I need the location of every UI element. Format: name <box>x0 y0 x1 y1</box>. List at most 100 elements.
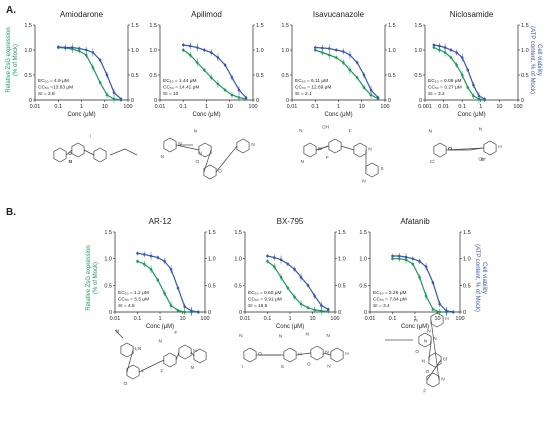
x-tick-label: 100 <box>380 104 389 110</box>
data-point <box>466 68 470 72</box>
atom-label: O <box>307 362 311 368</box>
ring-bond <box>430 312 444 328</box>
data-point <box>149 268 153 271</box>
y-tick-label-right: 1.0 <box>463 257 471 263</box>
data-point <box>209 76 213 79</box>
atom-label: N <box>190 365 194 371</box>
data-point <box>443 46 447 49</box>
y-tick-label-left: 0 <box>364 310 367 316</box>
y-tick-label-left: 0 <box>239 310 242 316</box>
atom-label: N <box>428 129 432 135</box>
ring-bond <box>428 352 442 368</box>
bond-line <box>175 351 180 361</box>
x-axis-label: Conc (μM) <box>324 112 352 118</box>
data-point <box>449 48 453 52</box>
x-tick-label: 0.01 <box>110 316 121 322</box>
data-point <box>438 44 441 48</box>
x-tick-label: 0.01 <box>365 316 376 322</box>
data-point <box>293 268 296 271</box>
y-tick-label-left: 0.5 <box>414 73 422 79</box>
data-point <box>56 45 60 49</box>
data-point <box>362 86 366 89</box>
ring-bond <box>120 342 134 358</box>
atom-label: N <box>198 151 202 157</box>
data-point <box>188 44 192 48</box>
data-point <box>438 302 441 306</box>
stat-label: SI = 3.4 <box>373 303 390 309</box>
data-point <box>306 306 310 310</box>
data-point <box>411 262 415 266</box>
molecule-structure: H₂N O N H N N F F F <box>114 328 207 387</box>
atom-label: N <box>421 359 425 365</box>
atom-label: N <box>433 336 437 342</box>
atom-label: N <box>158 339 162 345</box>
y-tick-label-right: 0.5 <box>131 73 139 79</box>
y-tick-label-left: 1.0 <box>281 48 289 54</box>
atom-label: O <box>426 369 430 375</box>
x-tick-label: 1 <box>80 104 83 110</box>
data-point <box>136 260 139 263</box>
stat-label: EC₅₀ = 2.26 μM <box>373 290 406 296</box>
x-tick-label: 1 <box>413 316 416 322</box>
stat-label: CC₅₀ = 12.69 μM <box>295 85 331 91</box>
ring-bond <box>483 140 497 156</box>
y-tick-label-right: 1.5 <box>131 23 139 29</box>
atom-label: I <box>242 364 243 370</box>
ring-bond <box>418 332 432 348</box>
y-tick-label-right: 0 <box>256 98 259 104</box>
stat-label: SI = 16.5 <box>248 303 268 309</box>
y-tick-label-left: 1.5 <box>24 23 32 29</box>
series-line <box>182 49 247 100</box>
x-tick-label: 0.1 <box>458 104 466 110</box>
data-point <box>411 257 415 260</box>
atom-label: O <box>124 381 128 387</box>
stat-label: CC₅₀ = 5.5 μM <box>118 297 149 303</box>
data-point <box>190 309 193 313</box>
atom-label: F <box>142 368 145 374</box>
data-point <box>169 304 173 307</box>
stat-label: CC₅₀ =13.63 μM <box>38 85 73 91</box>
atom-label: N <box>424 338 428 344</box>
atom-label: N <box>325 349 329 355</box>
data-point <box>156 278 160 282</box>
data-point <box>286 262 290 266</box>
bond-line <box>175 144 200 151</box>
atom-label: N <box>362 179 366 185</box>
data-point <box>105 73 109 77</box>
bond-line <box>215 145 238 173</box>
x-tick-label: 0.01 <box>155 104 166 110</box>
chart-title: AR-12 <box>149 217 172 226</box>
x-tick-label: 100 <box>455 316 464 322</box>
bond-line <box>124 148 138 156</box>
x-axis-label: Conc (μM) <box>457 112 485 118</box>
data-point <box>149 254 153 258</box>
data-point <box>112 97 116 101</box>
y-tick-label-left: 1.5 <box>234 230 242 236</box>
stat-label: SI = 4.5 <box>118 303 135 309</box>
data-point <box>181 43 185 47</box>
data-point <box>237 88 241 92</box>
ring-bond <box>163 137 177 153</box>
data-point <box>98 58 102 62</box>
series-line <box>392 258 454 313</box>
data-point <box>404 255 408 259</box>
data-point <box>391 254 394 258</box>
y-tick-label-right: 0 <box>463 310 466 316</box>
y-tick-label-right: 0 <box>521 98 524 104</box>
atom-label: N <box>327 364 331 370</box>
stat-label: EC₅₀ = 0.09 μM <box>428 78 461 84</box>
chart-panel: Amiodarone 0 0 0.5 0.5 1.0 1.0 1.5 1.5 0.01 0.1 1 10… <box>24 10 138 118</box>
y-tick-label-left: 0.5 <box>359 283 367 289</box>
ring-bond <box>53 147 67 163</box>
data-point <box>460 73 464 77</box>
data-point <box>432 43 436 47</box>
atom-label: H₂N <box>133 346 142 352</box>
chart-panel: AR-12 0 0 0.5 0.5 1.0 1.0 1.5 1.5 0.01 0.1 1 10 100 Co… <box>104 217 215 330</box>
x-tick-label: 0.01 <box>287 104 298 110</box>
y-tick-label-right: 0 <box>131 98 134 104</box>
data-point <box>63 46 67 49</box>
stat-label: EC₅₀ = 0.60 μM <box>248 290 281 296</box>
atom-label: H <box>414 318 418 324</box>
